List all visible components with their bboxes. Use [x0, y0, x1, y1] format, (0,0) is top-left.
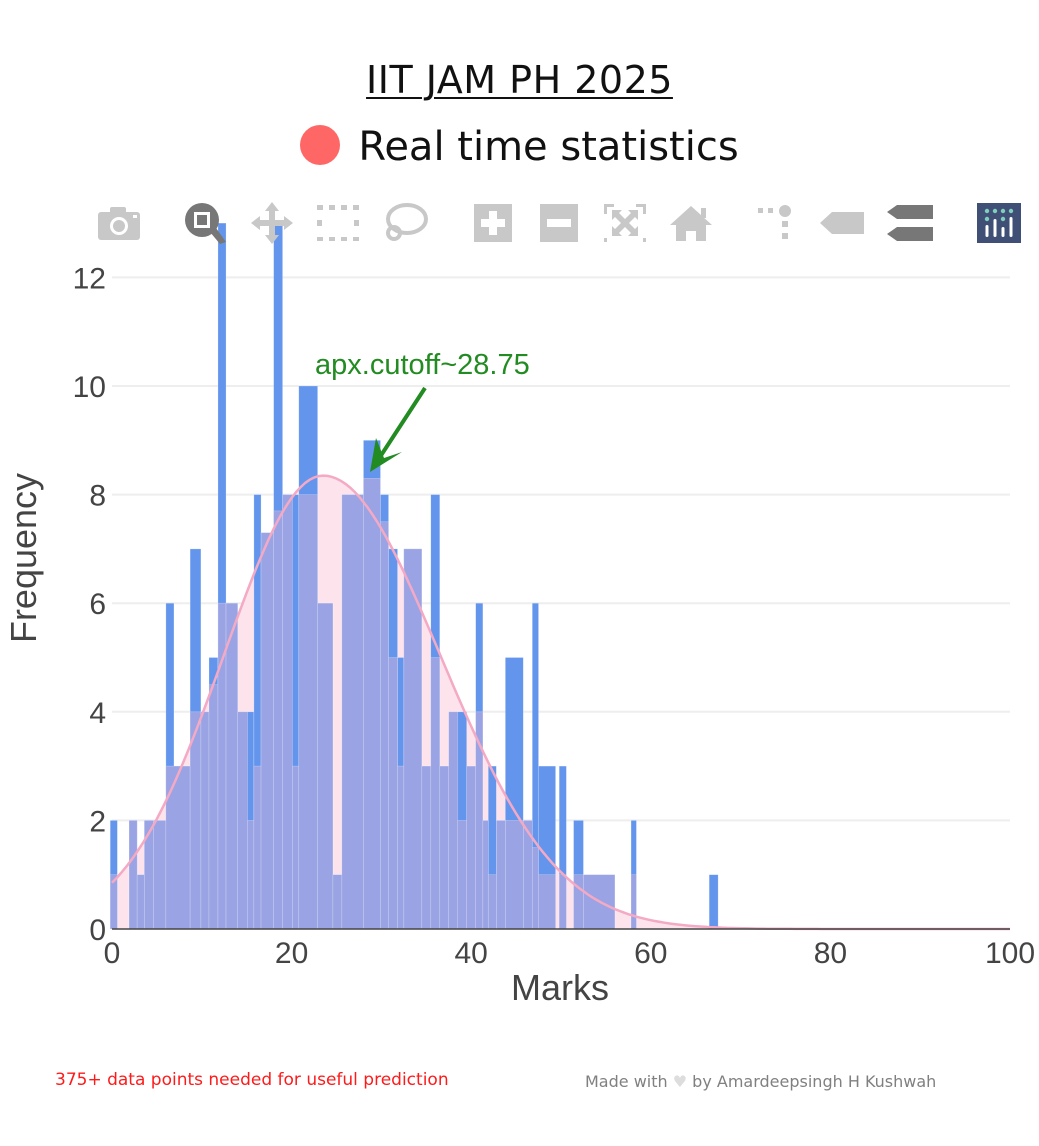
svg-text:apx.cutoff~28.75: apx.cutoff~28.75 — [315, 349, 530, 381]
histogram-bar[interactable] — [292, 765, 300, 930]
plot-modebar — [90, 200, 1030, 246]
histogram-bar[interactable] — [538, 874, 556, 930]
y-tick-label: 12 — [73, 262, 106, 295]
histogram-bar[interactable] — [380, 521, 389, 930]
histogram-bar[interactable] — [558, 874, 567, 930]
spike-lines-icon[interactable] — [750, 200, 800, 246]
zoom-icon[interactable] — [180, 200, 230, 246]
histogram-bar[interactable] — [421, 765, 432, 930]
subtitle-text: Real time statistics — [358, 124, 739, 170]
histogram-bar[interactable] — [630, 874, 637, 930]
histogram-bar[interactable] — [253, 765, 262, 930]
credit-line: Made with ♥ by Amardeepsingh H Kushwah — [585, 1072, 936, 1091]
histogram-bar[interactable] — [237, 711, 248, 930]
lavender-bars[interactable] — [109, 478, 637, 930]
histogram-bar[interactable] — [708, 874, 719, 930]
histogram-bar[interactable] — [430, 657, 441, 930]
y-axis-title: Frequency — [3, 473, 44, 643]
live-indicator-dot — [300, 125, 341, 165]
plotly-logo-icon[interactable] — [974, 200, 1024, 246]
zoom-in-icon[interactable] — [468, 200, 518, 246]
histogram-bar[interactable] — [273, 510, 283, 930]
y-tick-label: 2 — [89, 805, 106, 838]
credit-prefix: Made with — [585, 1072, 668, 1091]
y-tick-label: 8 — [89, 480, 106, 513]
annotation-arrow — [376, 386, 427, 462]
histogram-bar[interactable] — [573, 874, 584, 930]
histogram-bar[interactable] — [153, 820, 167, 930]
histogram-bar[interactable] — [109, 874, 118, 930]
box-select-icon[interactable] — [313, 200, 363, 246]
x-tick-label: 0 — [104, 937, 121, 970]
histogram-bar[interactable] — [341, 494, 364, 930]
x-tick-label: 100 — [985, 937, 1035, 970]
y-tick-labels: 0 2 4 6 8 10 12 — [73, 262, 106, 947]
histogram-bar[interactable] — [136, 874, 145, 930]
credit-suffix: by Amardeepsingh H Kushwah — [692, 1072, 937, 1091]
histogram-bar[interactable] — [397, 765, 405, 930]
histogram-bar[interactable] — [298, 494, 318, 930]
lasso-select-icon[interactable] — [380, 200, 430, 246]
x-tick-label: 60 — [634, 937, 667, 970]
histogram-bar[interactable] — [388, 657, 398, 930]
histogram-bar[interactable] — [225, 602, 239, 930]
hover-closest-icon[interactable] — [818, 200, 868, 246]
camera-icon[interactable] — [94, 200, 144, 246]
data-points-note: 375+ data points needed for useful predi… — [55, 1070, 449, 1090]
histogram-bar[interactable] — [457, 820, 468, 930]
arrowhead-icon — [370, 438, 402, 472]
y-tick-label: 10 — [73, 371, 106, 404]
x-tick-label: 80 — [814, 937, 847, 970]
zoom-out-icon[interactable] — [534, 200, 584, 246]
x-tick-labels: 0 20 40 60 80 100 — [104, 937, 1035, 970]
histogram-bar[interactable] — [332, 874, 343, 930]
autoscale-icon[interactable] — [600, 200, 650, 246]
y-tick-label: 0 — [89, 914, 106, 947]
y-tick-label: 6 — [89, 588, 106, 621]
histogram-bar[interactable] — [496, 820, 506, 930]
cutoff-annotation: apx.cutoff~28.75 — [315, 349, 530, 472]
histogram-bar[interactable] — [317, 602, 334, 930]
pan-icon[interactable] — [247, 200, 297, 246]
histogram-bar[interactable] — [448, 711, 459, 930]
hover-compare-icon[interactable] — [885, 200, 935, 246]
x-tick-label: 20 — [275, 937, 308, 970]
x-axis-title: Marks — [511, 967, 609, 1008]
histogram-bar[interactable] — [505, 820, 524, 930]
histogram-bar[interactable] — [439, 765, 450, 930]
heart-icon: ♥ — [672, 1072, 688, 1091]
histogram-bar[interactable] — [282, 494, 293, 930]
histogram-bar[interactable] — [128, 820, 138, 930]
histogram-bar[interactable] — [363, 478, 381, 930]
chart-title: IIT JAM PH 2025 — [366, 58, 673, 102]
curve-fill — [112, 475, 1010, 929]
histogram-bar[interactable] — [482, 820, 489, 930]
histogram-bar[interactable] — [247, 820, 255, 930]
chart-subtitle: Real time statistics — [0, 124, 1039, 170]
histogram-bar[interactable] — [208, 684, 219, 930]
histogram-bar[interactable] — [200, 711, 210, 930]
x-tick-label: 40 — [455, 937, 488, 970]
histogram-bar[interactable] — [487, 874, 497, 930]
histogram-bar[interactable] — [260, 532, 274, 930]
histogram-bar[interactable] — [466, 765, 476, 930]
histogram-bar[interactable] — [531, 847, 539, 930]
y-tick-label: 4 — [89, 697, 106, 730]
reset-axes-icon[interactable] — [666, 200, 716, 246]
